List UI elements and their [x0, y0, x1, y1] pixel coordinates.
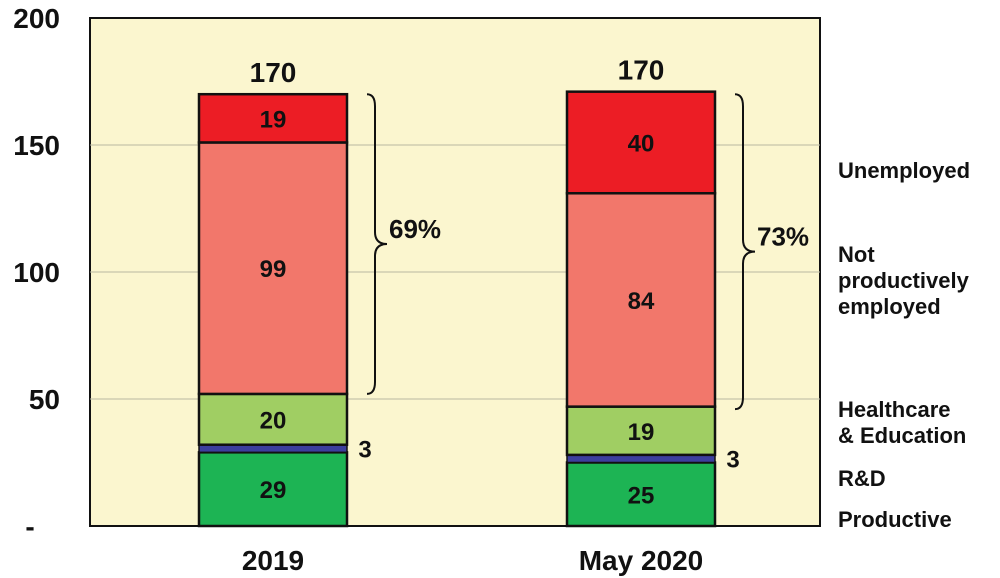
- bracket-percent-label: 73%: [757, 222, 809, 252]
- x-category-label: May 2020: [579, 545, 704, 576]
- y-axis: - 50 100 150 200: [13, 3, 60, 542]
- y-tick-label: 150: [13, 130, 60, 161]
- segment-value-label: 3: [726, 447, 739, 474]
- y-tick-label: 200: [13, 3, 60, 34]
- legend-label: productively: [838, 268, 970, 293]
- legend-label: employed: [838, 294, 941, 319]
- bar-segment: [565, 192, 717, 408]
- brace-bracket: [734, 93, 756, 411]
- bars: 29 3 20 99 19 170 25 3 19 84 40 170 69% 73%: [197, 55, 809, 528]
- segment-value-label: 3: [358, 437, 371, 464]
- segment-value-label: 40: [628, 130, 655, 157]
- legend-label: Not: [838, 242, 875, 267]
- segment-value-label: 25: [628, 482, 655, 509]
- bar-segment: [197, 141, 349, 396]
- x-category-label: 2019: [242, 545, 304, 576]
- y-tick-label: 50: [29, 384, 60, 415]
- segment-value-label: 84: [628, 288, 655, 315]
- segment-value-label: 19: [260, 106, 287, 133]
- segment-value-label: 20: [260, 407, 287, 434]
- bar-total-label: 170: [618, 55, 665, 86]
- y-tick-label: -: [25, 511, 34, 542]
- legend-label: Unemployed: [838, 158, 970, 183]
- legend-label: Productive: [838, 507, 952, 532]
- bar-total-label: 170: [250, 57, 297, 88]
- legend-label: Healthcare: [838, 397, 951, 422]
- x-axis: 2019 May 2020: [242, 545, 703, 576]
- segment-value-label: 99: [260, 256, 287, 283]
- legend-label: & Education: [838, 423, 966, 448]
- segment-value-label: 19: [628, 419, 655, 446]
- legend-label: R&D: [838, 466, 886, 491]
- brace-bracket: [366, 93, 388, 395]
- y-tick-label: 100: [13, 257, 60, 288]
- bar-segment: [565, 90, 717, 195]
- bracket-percent-label: 69%: [389, 214, 441, 244]
- segment-value-label: 29: [260, 477, 287, 504]
- bar-segment: [197, 92, 349, 144]
